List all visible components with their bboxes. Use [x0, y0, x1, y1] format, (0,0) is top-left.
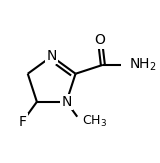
Text: N: N — [46, 49, 57, 63]
Text: O: O — [95, 33, 105, 47]
Text: N: N — [61, 95, 72, 109]
Text: NH$_2$: NH$_2$ — [129, 57, 156, 73]
Text: CH$_3$: CH$_3$ — [82, 114, 107, 129]
Text: F: F — [19, 115, 27, 129]
